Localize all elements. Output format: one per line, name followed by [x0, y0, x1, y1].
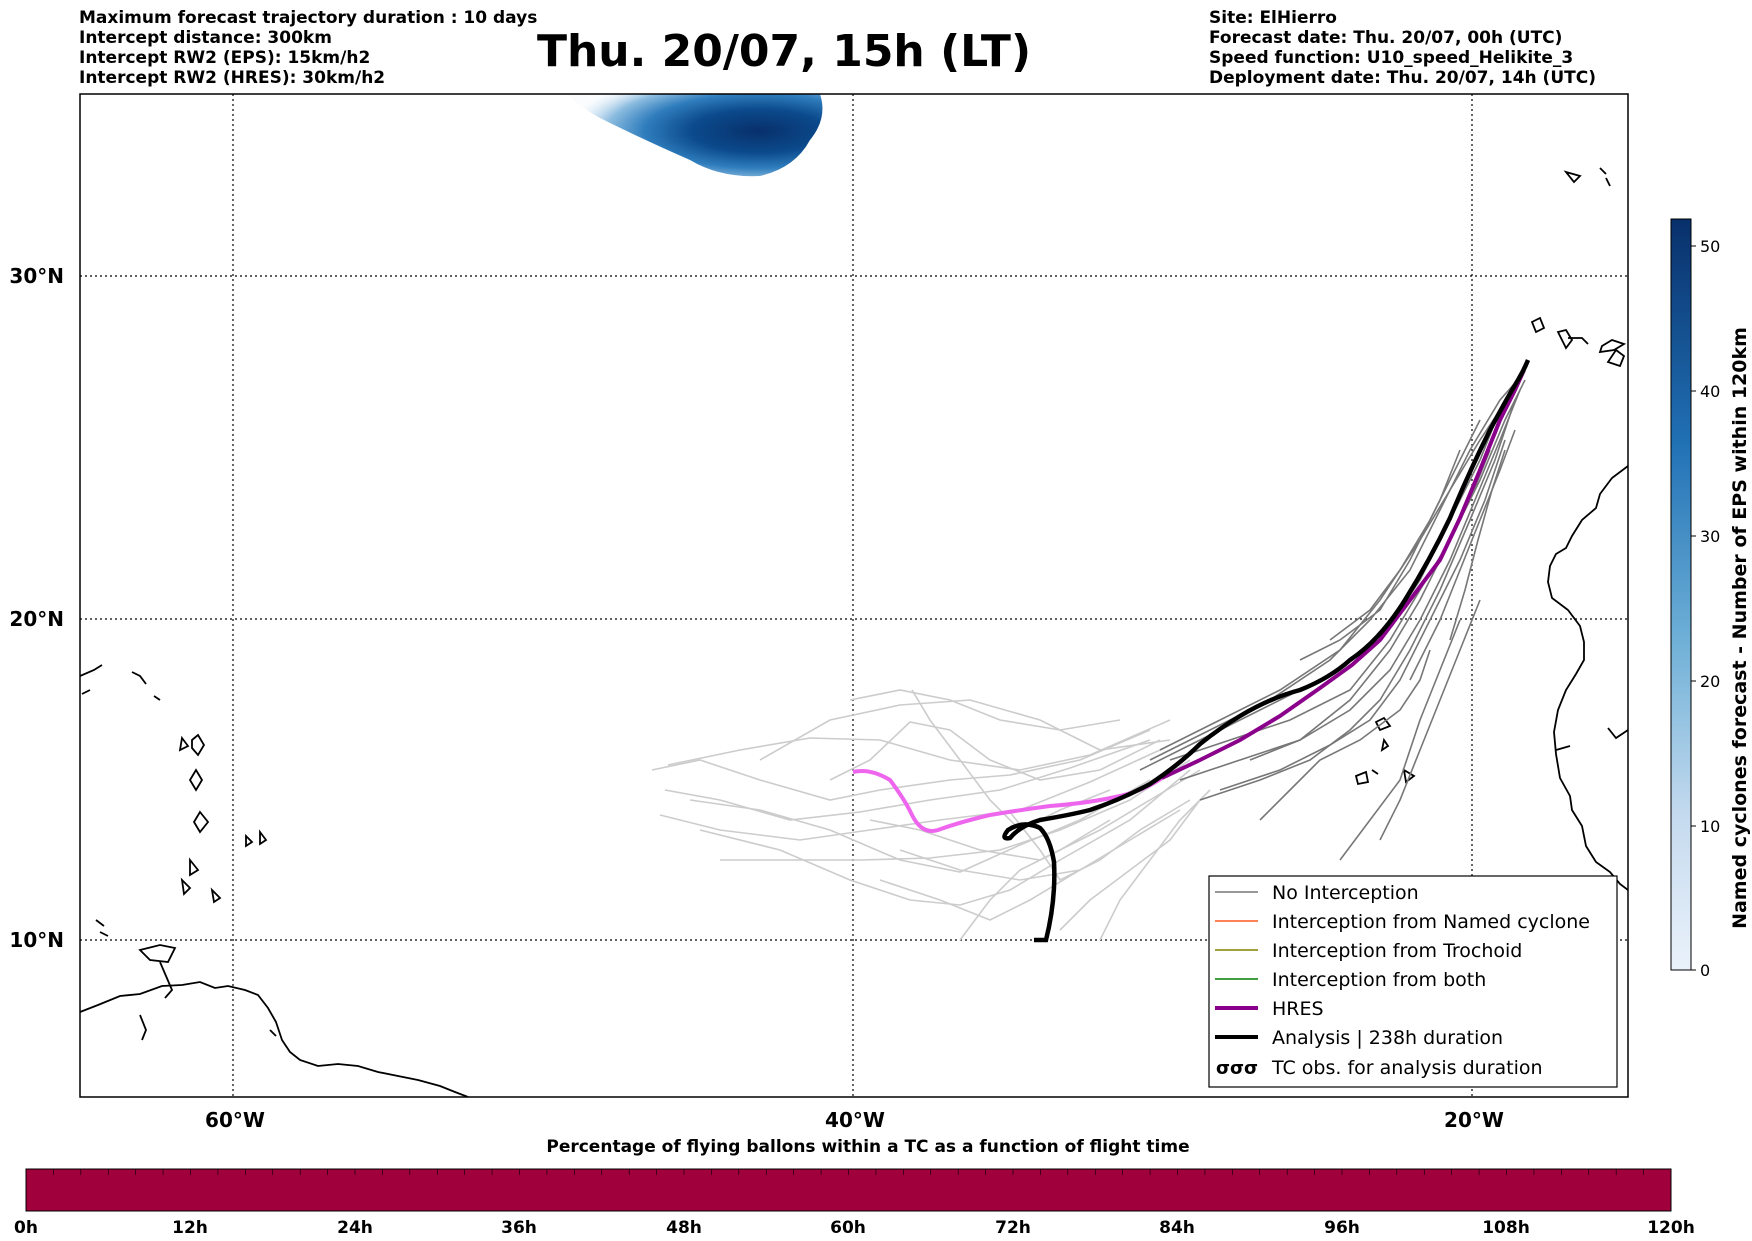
- map-content: [80, 94, 1628, 1097]
- flight-time-bar: 0h 12h 24h 36h 48h 60h 72h 84h 96h 108h …: [14, 1168, 1695, 1238]
- longitude-labels: 60°W 40°W 20°W: [205, 1108, 1504, 1132]
- lesser-antilles-1: [191, 733, 206, 757]
- colorbar-tick-0: 0: [1700, 961, 1710, 980]
- cyclone-density-area: [568, 94, 823, 177]
- legend-box: [1208, 875, 1618, 1088]
- trinidad: [138, 944, 177, 963]
- canary-islands: [1530, 316, 1627, 368]
- cape-verde-1: [1374, 716, 1392, 732]
- lon-label-60w: 60°W: [205, 1108, 265, 1132]
- flight-tick-12h: 12h: [172, 1218, 208, 1238]
- param-rw2-hres: Intercept RW2 (HRES): 30km/h2: [79, 68, 386, 88]
- flight-tick-36h: 36h: [501, 1218, 537, 1238]
- africa-coast: [1547, 465, 1628, 891]
- guyana-islands: [139, 1014, 277, 1041]
- flight-tick-120h: 120h: [1647, 1218, 1695, 1238]
- lesser-antilles-5: [189, 857, 200, 877]
- site-name: Site: ElHierro: [1209, 8, 1337, 28]
- legend-label-analysis: Analysis | 238h duration: [1272, 1027, 1503, 1049]
- legend-label-trochoid: Interception from Trochoid: [1272, 940, 1522, 962]
- lat-label-30n: 30°N: [9, 264, 64, 288]
- page-title: Thu. 20/07, 15h (LT): [536, 26, 1032, 77]
- param-duration: Maximum forecast trajectory duration : 1…: [79, 8, 538, 28]
- param-rw2-eps: Intercept RW2 (EPS): 15km/h2: [79, 48, 371, 68]
- flight-tick-96h: 96h: [1324, 1218, 1360, 1238]
- map-frame: [79, 93, 1629, 1098]
- flight-tick-48h: 48h: [666, 1218, 702, 1238]
- hres-trajectory-light: [852, 769, 1164, 833]
- flight-tick-0h: 0h: [14, 1218, 38, 1238]
- speed-function: Speed function: U10_speed_Helikite_3: [1209, 48, 1574, 68]
- barbados: [210, 887, 222, 904]
- lat-label-20n: 20°N: [9, 607, 64, 631]
- colorbar-tick-20: 20: [1700, 672, 1720, 691]
- analysis-trajectory: [1002, 359, 1531, 943]
- colorbar-label: Named cyclones forecast - Number of EPS …: [1729, 327, 1751, 929]
- flight-bar-title: Percentage of flying ballons within a TC…: [546, 1137, 1190, 1157]
- cape-verde-4: [1402, 768, 1416, 784]
- lesser-antilles-7: [245, 833, 254, 848]
- deployment-date: Deployment date: Thu. 20/07, 14h (UTC): [1209, 68, 1596, 88]
- colorbar-tick-50: 50: [1700, 237, 1720, 256]
- grenada: [95, 919, 109, 937]
- latitude-labels: 30°N 20°N 10°N: [9, 264, 64, 952]
- flight-tick-108h: 108h: [1482, 1218, 1530, 1238]
- lon-label-40w: 40°W: [825, 1108, 885, 1132]
- south-america-coast: [80, 981, 469, 1097]
- lon-label-20w: 20°W: [1444, 1108, 1504, 1132]
- colorbar-tick-30: 30: [1700, 527, 1720, 546]
- coastlines: [80, 167, 1628, 1097]
- legend-label-no-interception: No Interception: [1272, 882, 1419, 904]
- forecast-date: Forecast date: Thu. 20/07, 00h (UTC): [1209, 28, 1563, 48]
- cape-verde-3: [1354, 769, 1379, 786]
- ensemble-trajectories-light: [651, 689, 1211, 941]
- flight-bar-tick-marks: [53, 1169, 1644, 1175]
- lesser-antilles-3: [178, 735, 190, 752]
- virgin-islands: [80, 664, 103, 695]
- hres-trajectory: [1161, 369, 1526, 780]
- legend-label-hres: HRES: [1272, 998, 1324, 1020]
- legend-label-both: Interception from both: [1272, 969, 1486, 991]
- cape-verde-2: [1380, 737, 1390, 752]
- site-info: Site: ElHierro Forecast date: Thu. 20/07…: [1209, 8, 1596, 88]
- lesser-antilles-8: [259, 829, 268, 846]
- forecast-parameters: Maximum forecast trajectory duration : 1…: [79, 8, 537, 88]
- flight-tick-84h: 84h: [1159, 1218, 1195, 1238]
- lesser-antilles-2: [188, 768, 204, 792]
- madeira: [1563, 167, 1611, 187]
- legend-label-tc-obs: TC obs. for analysis duration: [1271, 1057, 1543, 1079]
- flight-tick-60h: 60h: [830, 1218, 866, 1238]
- cyclone-colorbar: 50 40 30 20 10 0 Named cyclones forecast…: [1670, 218, 1751, 980]
- flight-bar-fill: [25, 1168, 1672, 1212]
- tc-symbol-icon: σσσ: [1216, 1058, 1258, 1079]
- colorbar-ticks: [1691, 245, 1696, 971]
- flight-tick-24h: 24h: [337, 1218, 373, 1238]
- africa-bight: [1555, 727, 1628, 751]
- flight-tick-72h: 72h: [995, 1218, 1031, 1238]
- colorbar-tick-10: 10: [1700, 817, 1720, 836]
- ensemble-trajectories-dark: [1139, 367, 1527, 861]
- anguilla: [131, 671, 161, 701]
- colorbar-tick-40: 40: [1700, 382, 1720, 401]
- legend-label-named-cyclone: Interception from Named cyclone: [1272, 911, 1590, 933]
- gulf-paria: [159, 961, 174, 999]
- colorbar-gradient: [1670, 218, 1692, 971]
- legend: No Interception Interception from Named …: [1208, 875, 1618, 1088]
- lesser-antilles-4: [192, 810, 210, 834]
- param-intercept-distance: Intercept distance: 300km: [79, 28, 332, 48]
- lat-label-10n: 10°N: [9, 928, 64, 952]
- lesser-antilles-6: [180, 877, 192, 896]
